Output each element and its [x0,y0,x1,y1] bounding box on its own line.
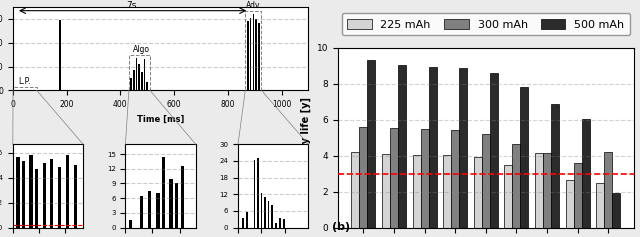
Bar [17,157,20,228]
Bar [413,155,420,228]
Text: L.P.: L.P. [18,77,31,86]
Bar [482,134,490,228]
Bar [175,183,178,228]
Text: Adv.: Adv. [246,1,262,10]
Bar [58,167,61,228]
Bar [420,129,429,228]
Bar [253,160,255,228]
Bar [59,20,61,90]
Bar [129,220,132,228]
Text: (b): (b) [332,222,349,232]
Bar [275,223,276,228]
Bar [367,60,375,228]
Bar [255,19,257,90]
Bar [181,166,184,228]
Bar [253,14,254,90]
Bar [245,11,261,90]
Bar [271,205,273,228]
Bar [573,163,582,228]
Y-axis label: Battery life [y]: Battery life [y] [301,97,311,178]
Bar [279,218,281,228]
Bar [42,163,45,228]
Bar [162,157,165,228]
Bar [148,191,151,228]
Bar [612,193,620,228]
Bar [268,201,269,228]
Bar [490,73,498,228]
Bar [264,197,266,228]
Bar [382,154,390,228]
X-axis label: Time [ms]: Time [ms] [137,114,184,123]
Bar [520,87,529,228]
Bar [246,212,248,228]
Bar [51,159,54,228]
Bar [13,87,36,90]
Bar [66,155,69,228]
Bar [136,58,137,90]
Bar [258,23,259,90]
Bar [513,144,520,228]
Bar [29,155,33,228]
Bar [247,21,249,90]
Text: Algo: Algo [133,45,150,54]
Bar [143,59,145,90]
Bar [138,64,140,90]
Bar [283,219,285,228]
Bar [451,130,459,228]
Bar [74,165,77,228]
Bar [474,157,482,228]
Bar [169,179,173,228]
Bar [22,161,25,228]
Bar [566,180,573,228]
Bar [147,82,148,90]
Bar [260,193,262,228]
Bar [504,165,513,228]
Bar [459,68,467,228]
Bar [257,158,259,228]
Bar [390,128,398,228]
Bar [250,18,252,90]
Bar [360,127,367,228]
Bar [141,73,143,90]
Bar [35,169,38,228]
Bar [535,153,543,228]
Bar [351,152,360,228]
Bar [131,78,132,90]
Bar [156,193,159,228]
Bar [596,182,604,228]
Bar [444,155,451,228]
Legend: 225 mAh, 300 mAh, 500 mAh: 225 mAh, 300 mAh, 500 mAh [342,13,630,35]
Bar [429,67,436,228]
Bar [398,65,406,228]
Bar [242,218,244,228]
Bar [543,153,551,228]
Text: 7s: 7s [126,0,136,9]
Bar [129,55,150,90]
Bar [582,119,589,228]
Bar [133,70,134,90]
Bar [551,104,559,228]
Bar [604,152,612,228]
Bar [140,196,143,228]
